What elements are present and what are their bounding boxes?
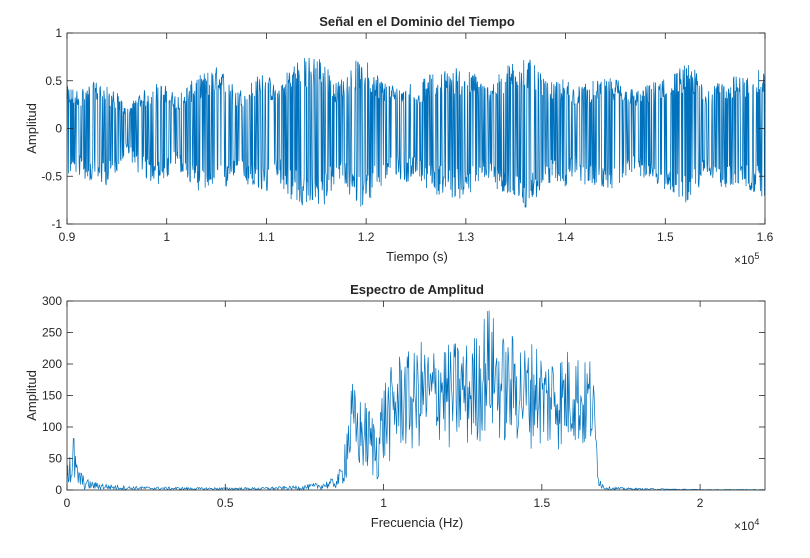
time-x-axis-label: Tiempo (s) — [386, 249, 448, 264]
time-y-tick-label: 1 — [55, 26, 62, 40]
spectrum-x-tick-label: 0.5 — [217, 496, 234, 510]
time-x-tick-label: 1.6 — [757, 230, 774, 244]
time-x-exponent: ×105 — [734, 251, 759, 267]
spectrum-y-tick-label: 50 — [49, 452, 63, 466]
time-x-tick-label: 1.2 — [358, 230, 375, 244]
spectrum-x-tick-label: 2 — [697, 496, 704, 510]
time-x-tick-label: 1.1 — [258, 230, 275, 244]
time-x-tick-label: 1.5 — [657, 230, 674, 244]
time-x-tick-label: 1.3 — [458, 230, 475, 244]
time-y-axis-label: Amplitud — [24, 103, 39, 154]
spectrum-y-tick-label: 100 — [42, 420, 62, 434]
spectrum-x-tick-label: 0 — [64, 496, 71, 510]
spectrum-x-exponent-power: 4 — [754, 517, 759, 527]
time-y-tick-label: -1 — [51, 217, 62, 231]
spectrum-y-tick-label: 250 — [42, 326, 62, 340]
spectrum-x-exponent-base: ×10 — [734, 519, 755, 533]
spectrum-y-tick-label: 200 — [42, 357, 62, 371]
spectrum-x-tick-label: 1.5 — [533, 496, 550, 510]
spectrum-y-axis-label: Amplitud — [24, 370, 39, 421]
spectrum-axes-box — [66, 300, 766, 491]
time-x-exponent-power: 5 — [754, 251, 759, 261]
spectrum-y-tick-label: 0 — [55, 483, 62, 497]
spectrum-plot-area — [67, 301, 765, 490]
spectrum-x-exponent: ×104 — [734, 517, 759, 533]
spectrum-y-tick-label: 300 — [42, 294, 62, 308]
time-chart-title: Señal en el Dominio del Tiempo — [319, 14, 515, 29]
spectrum-y-tick-label: 150 — [42, 389, 62, 403]
time-y-tick-label: -0.5 — [41, 169, 62, 183]
spectrum-signal-layer — [66, 310, 766, 492]
spectrum-x-tick-label: 1 — [380, 496, 387, 510]
time-x-tick-label: 0.9 — [59, 230, 76, 244]
time-signal-layer — [66, 57, 766, 208]
time-y-tick-label: 0 — [55, 122, 62, 136]
spectrum-x-axis-label: Frecuencia (Hz) — [371, 515, 463, 530]
spectrum-tick-layer: 0 0.5 1 1.5 2 0 50 100 150 200 250 300 — [42, 294, 765, 510]
spectrum-series-line — [66, 310, 766, 492]
time-x-exponent-base: ×10 — [734, 253, 755, 267]
time-y-tick-label: 0.5 — [45, 74, 62, 88]
time-series-line — [66, 57, 766, 208]
time-domain-chart: Señal en el Dominio del Tiempo 0.9 1 1.1 1.… — [24, 14, 774, 267]
time-x-tick-label: 1 — [163, 230, 170, 244]
spectrum-chart-title: Espectro de Amplitud — [350, 282, 484, 297]
time-tick-layer: 0.9 1 1.1 1.2 1.3 1.4 1.5 1.6 -1 -0.5 0 0.5 1 — [41, 26, 773, 244]
time-x-tick-label: 1.4 — [557, 230, 574, 244]
spectrum-chart: Espectro de Amplitud 0 0.5 1 1.5 2 0 50 100 150 2… — [24, 282, 766, 533]
time-axes-box — [66, 32, 766, 225]
